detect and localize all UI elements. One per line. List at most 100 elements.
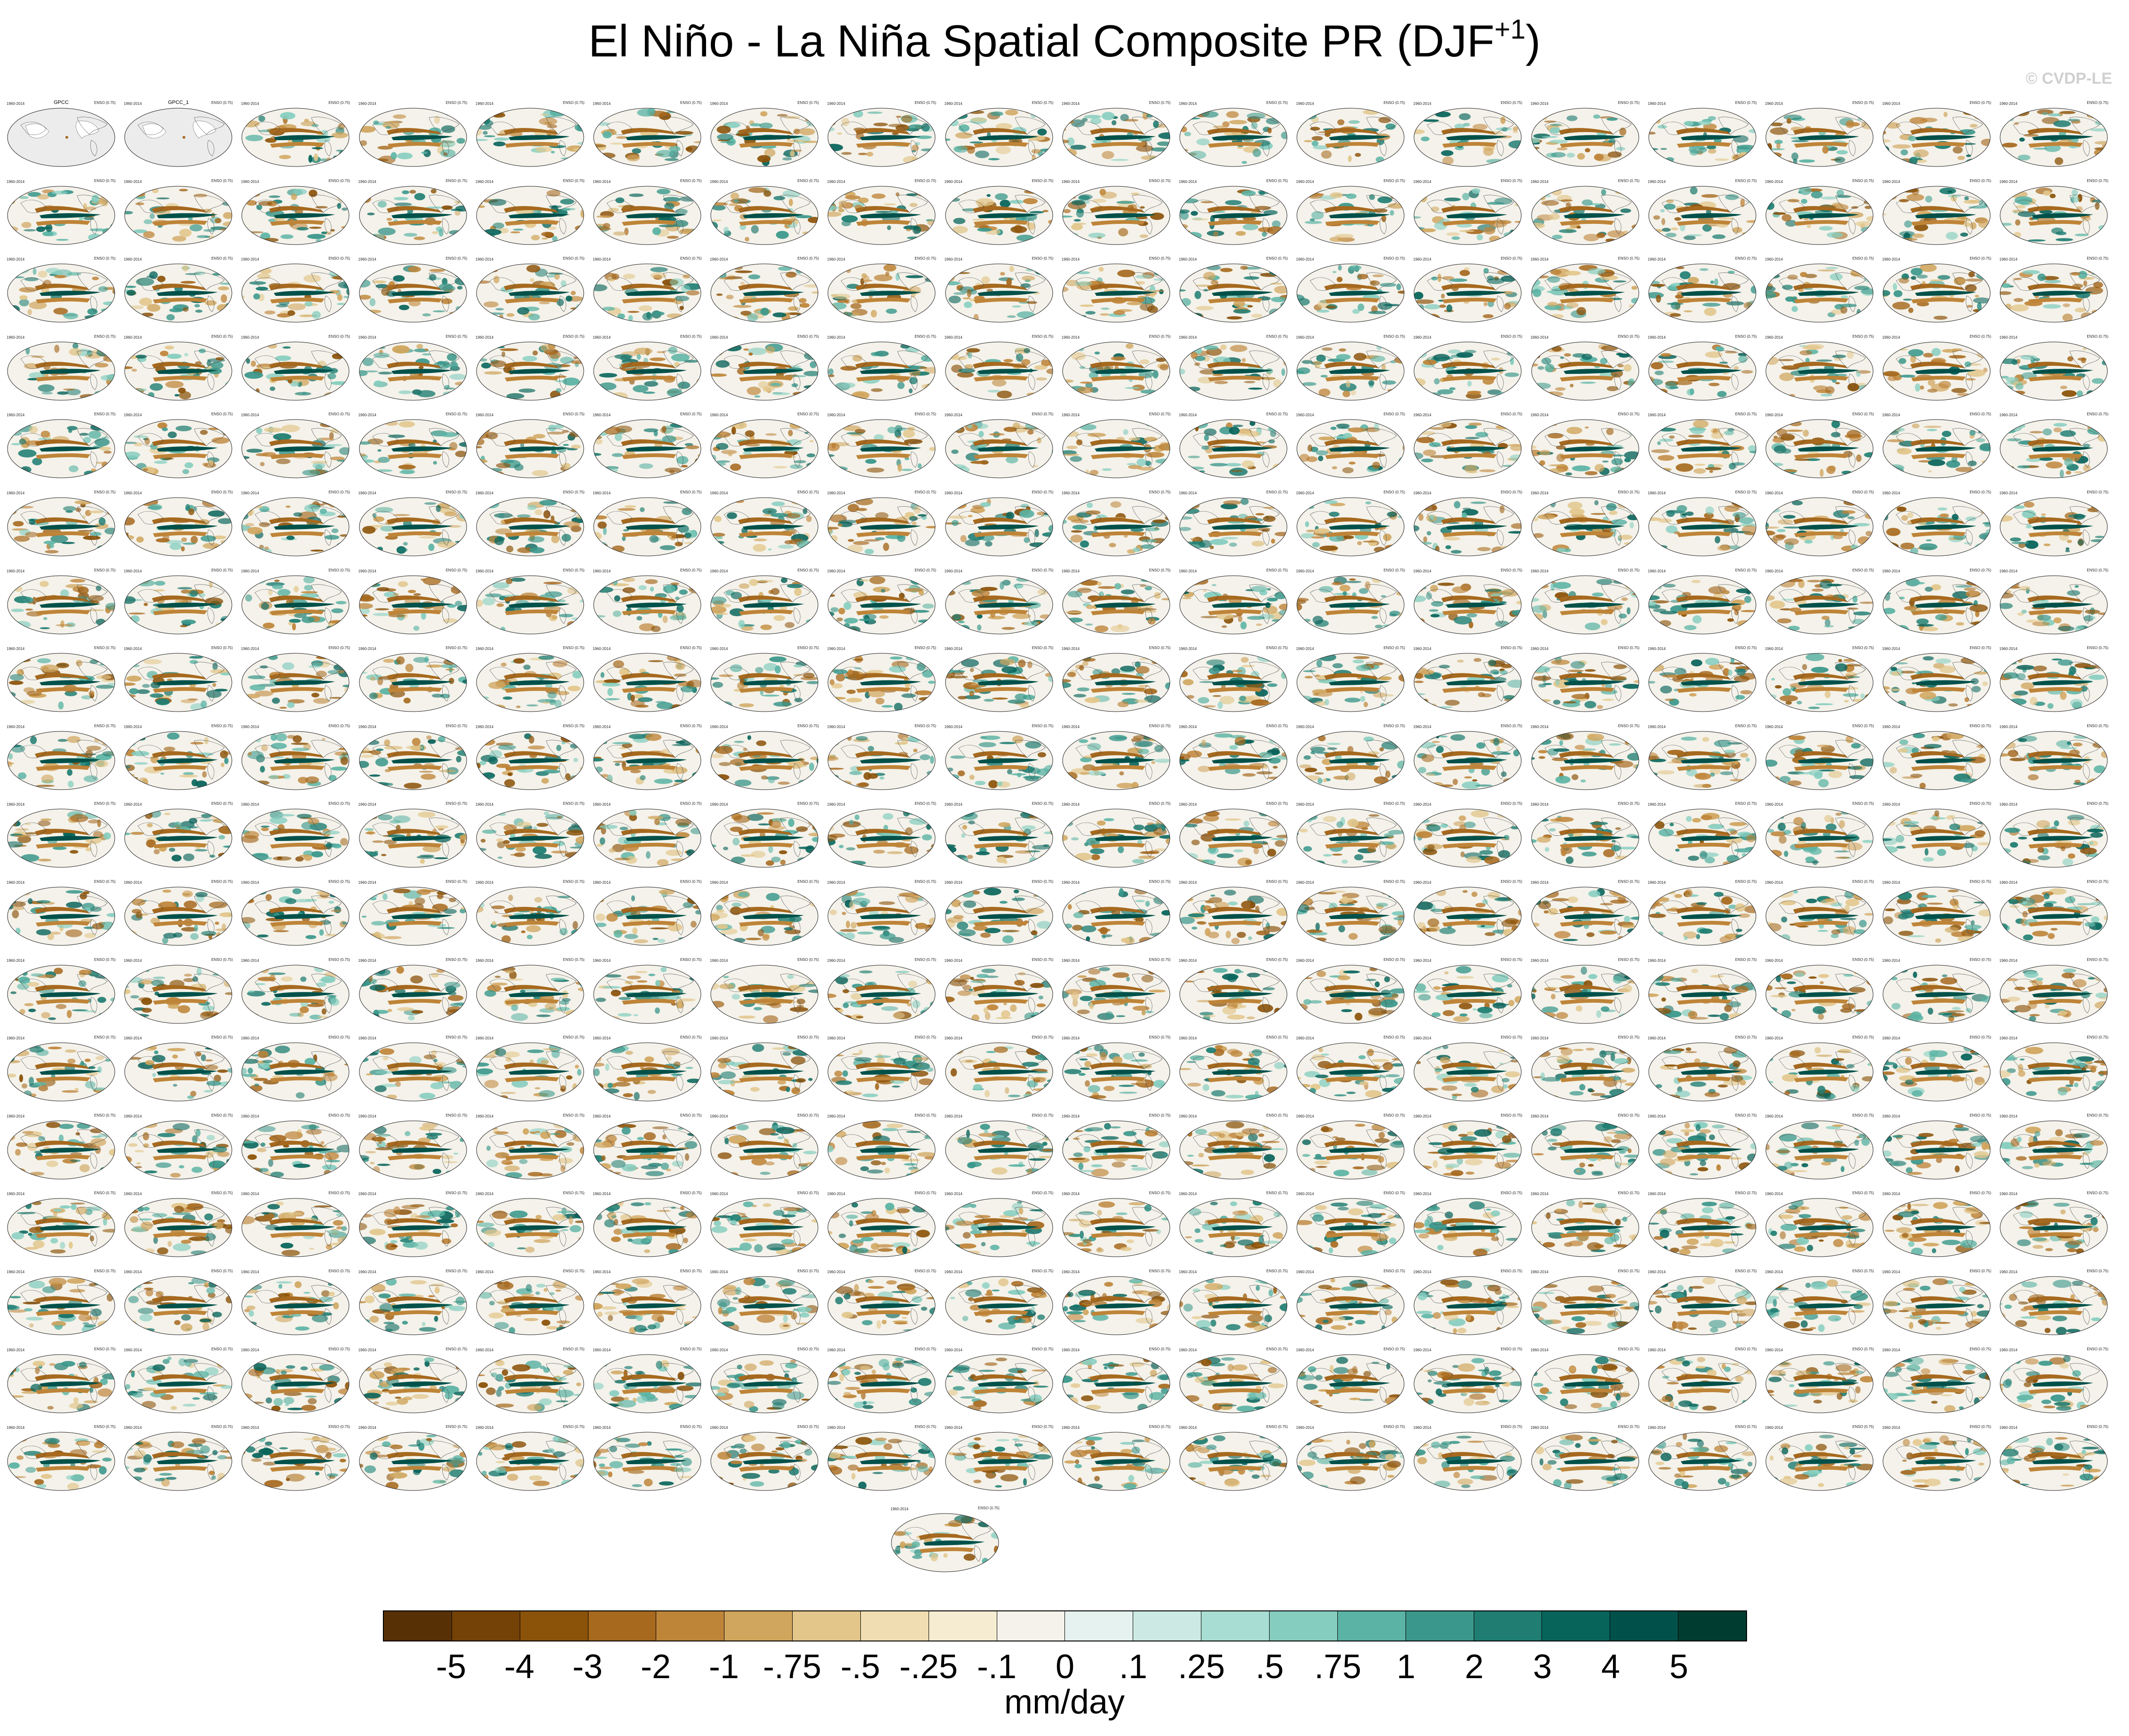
model-panel: 1960-2014 ENSO (0.75) [710, 646, 819, 713]
map-plot [1648, 186, 1756, 245]
map-plot [7, 263, 115, 323]
model-panel: 1960-2014 ENSO (0.75) [358, 412, 468, 479]
model-panel: 1960-2014 ENSO (0.75) [1648, 179, 1757, 246]
panel-note-label: ENSO (0.75) [1032, 801, 1054, 806]
map-plot [1414, 1042, 1522, 1102]
map-plot [1062, 186, 1170, 245]
panel-note-label: ENSO (0.75) [914, 1269, 937, 1273]
panel-note-label: ENSO (0.75) [797, 801, 819, 806]
panel-period-label: 1960-2014 [1530, 569, 1549, 573]
map-plot [241, 965, 350, 1024]
panel-note-label: ENSO (0.75) [563, 412, 585, 417]
panel-note-label: ENSO (0.75) [2087, 490, 2109, 494]
panel-note-label: ENSO (0.75) [1501, 957, 1523, 962]
panel-period-label: 1960-2014 [593, 102, 611, 106]
panel-period-label: 1960-2014 [358, 413, 376, 418]
model-panel: 1960-2014 ENSO (0.75) [476, 958, 585, 1024]
model-panel: 1960-2014 ENSO (0.75) [1999, 801, 2108, 868]
map-plot [476, 731, 584, 790]
panel-note-label: ENSO (0.75) [914, 957, 937, 962]
map-plot [1765, 341, 1874, 401]
panel-period-label: 1960-2014 [7, 1270, 25, 1274]
panel-period-label: 1960-2014 [475, 1114, 494, 1118]
panel-note-label: ENSO (0.75) [563, 256, 585, 261]
panel-period-label: 1960-2014 [1999, 569, 2018, 573]
panel-period-label: 1960-2014 [124, 880, 142, 885]
model-panel: 1960-2014 ENSO (0.75) [593, 256, 702, 323]
model-panel: 1960-2014 ENSO (0.75) [124, 801, 233, 868]
map-plot [710, 1432, 818, 1491]
panel-period-label: 1960-2014 [1765, 802, 1783, 807]
model-panel: 1960-2014 ENSO (0.75) [1062, 256, 1171, 323]
model-panel: 1960-2014 ENSO (0.75) [1179, 1035, 1288, 1102]
panel-note-label: ENSO (0.75) [1149, 1035, 1171, 1040]
panel-note-label: ENSO (0.75) [1149, 723, 1171, 728]
panel-period-label: 1960-2014 [593, 1114, 611, 1118]
observation-panel: GPCC 1960-2014 ENSO (0.75) [7, 100, 116, 167]
map-plot [476, 809, 584, 868]
map-plot [241, 1432, 350, 1491]
panel-note-label: ENSO (0.75) [2087, 1113, 2109, 1118]
map-plot [1883, 341, 1991, 401]
figure-title-superscript: +1 [1494, 14, 1526, 45]
map-plot [1414, 1276, 1522, 1335]
map-plot [1179, 575, 1287, 634]
model-panel: 1960-2014 ENSO (0.75) [1179, 568, 1288, 635]
panel-note-label: ENSO (0.75) [680, 1347, 702, 1351]
model-panel: 1960-2014 ENSO (0.75) [1648, 1425, 1757, 1491]
panel-period-label: 1960-2014 [593, 1192, 611, 1197]
model-panel: 1960-2014 ENSO (0.75) [1882, 1113, 1991, 1180]
model-panel: 1960-2014 ENSO (0.75) [710, 801, 819, 868]
model-panel: 1960-2014 ENSO (0.75) [1648, 1113, 1757, 1180]
panel-note-label: ENSO (0.75) [914, 1113, 937, 1118]
map-plot [1179, 1276, 1287, 1335]
panel-period-label: 1960-2014 [358, 491, 376, 495]
panel-note-label: ENSO (0.75) [1618, 801, 1640, 806]
panel-period-label: 1960-2014 [1765, 1114, 1783, 1118]
model-panel: 1960-2014 ENSO (0.75) [1882, 880, 1991, 946]
panel-note-label: ENSO (0.75) [328, 568, 350, 572]
map-plot [359, 341, 467, 401]
panel-period-label: 1960-2014 [593, 1036, 611, 1041]
panel-period-label: 1960-2014 [1999, 335, 2018, 340]
model-panel: 1960-2014 ENSO (0.75) [241, 1035, 350, 1102]
model-panel: 1960-2014 ENSO (0.75) [1179, 334, 1288, 401]
model-panel: 1960-2014 ENSO (0.75) [1999, 256, 2108, 323]
model-panel: 1960-2014 ENSO (0.75) [1531, 412, 1640, 479]
model-panel: 1960-2014 ENSO (0.75) [1765, 412, 1874, 479]
panel-note-label: ENSO (0.75) [2087, 880, 2109, 884]
panel-note-label: ENSO (0.75) [1970, 646, 1991, 650]
map-plot [1179, 1354, 1287, 1413]
panel-period-label: 1960-2014 [1061, 647, 1080, 651]
panel-period-label: 1960-2014 [1882, 880, 1900, 885]
colorbar-tick-label: -.1 [977, 1648, 1017, 1686]
colorbar-swatch [724, 1611, 793, 1641]
model-panel: 1960-2014 ENSO (0.75) [593, 490, 702, 557]
colorbar-tick-label: -2 [640, 1648, 671, 1686]
model-panel: 1960-2014 ENSO (0.75) [593, 1425, 702, 1491]
map-plot [1296, 108, 1405, 167]
panel-note-label: ENSO (0.75) [1501, 801, 1523, 806]
map-plot [2000, 1042, 2108, 1102]
model-panel: 1960-2014 ENSO (0.75) [476, 490, 585, 557]
model-panel: 1960-2014 ENSO (0.75) [593, 1347, 702, 1414]
model-panel: 1960-2014 ENSO (0.75) [1413, 179, 1522, 246]
panel-period-label: 1960-2014 [944, 1348, 962, 1352]
map-plot [593, 731, 701, 790]
model-panel: 1960-2014 ENSO (0.75) [476, 256, 585, 323]
model-panel: 1960-2014 ENSO (0.75) [476, 179, 585, 246]
map-plot [710, 263, 818, 323]
panel-note-label: ENSO (0.75) [1266, 1191, 1288, 1196]
panel-note-label: ENSO (0.75) [1266, 334, 1288, 339]
panel-period-label: 1960-2014 [358, 724, 376, 729]
map-plot [476, 1198, 584, 1257]
colorbar-tick-label: 3 [1533, 1648, 1552, 1686]
model-panel: 1960-2014 ENSO (0.75) [1765, 568, 1874, 635]
model-panel: 1960-2014 ENSO (0.75) [710, 412, 819, 479]
panel-period-label: 1960-2014 [7, 1114, 25, 1118]
colorbar-tick-label: .1 [1119, 1648, 1148, 1686]
map-plot [945, 965, 1053, 1024]
map-plot [359, 108, 467, 167]
model-panel: 1960-2014 ENSO (0.75) [710, 1269, 819, 1336]
model-panel: 1960-2014 ENSO (0.75) [124, 724, 233, 791]
